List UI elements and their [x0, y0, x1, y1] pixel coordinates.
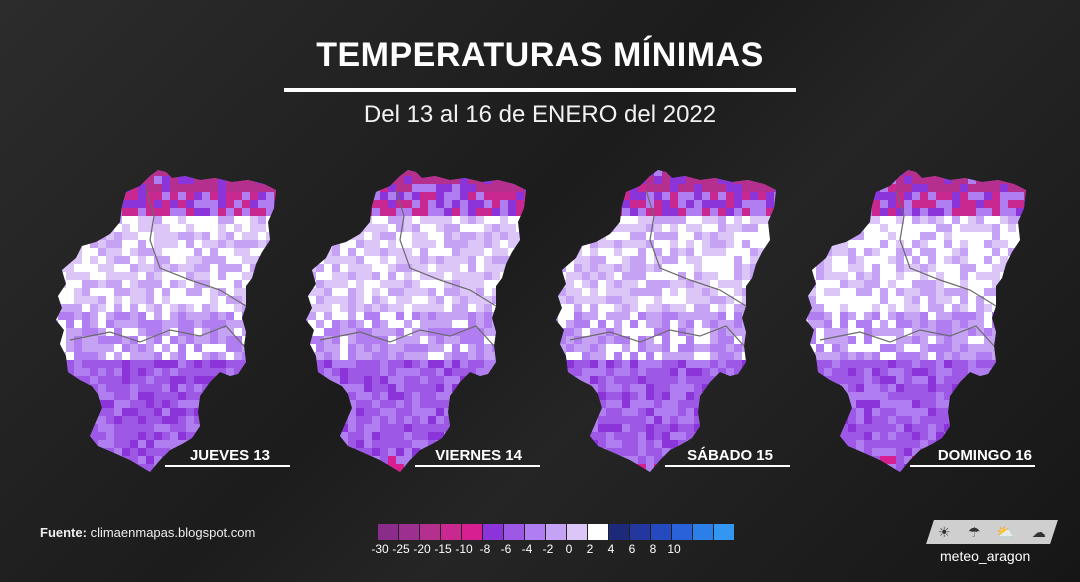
legend-tick: -30 — [371, 542, 389, 556]
legend-tick: -20 — [413, 542, 431, 556]
source-label: Fuente: — [40, 525, 87, 540]
legend-swatch — [441, 524, 461, 540]
legend-swatch — [378, 524, 398, 540]
legend-swatch — [483, 524, 503, 540]
day-label-jueves: JUEVES 13 — [189, 447, 270, 464]
map-domingo — [800, 160, 1040, 480]
day-label-domingo: DOMINGO 16 — [937, 447, 1032, 464]
source-value: climaenmapas.blogspot.com — [90, 525, 256, 540]
legend-tick: -10 — [455, 542, 473, 556]
cloud-sun-icon: ⛅ — [997, 523, 1015, 540]
legend-ticks: -30 -25 -20 -15 -10 -8 -6 -4 -2 0 2 4 6 8 10 — [371, 542, 738, 558]
aragon-map — [56, 170, 276, 472]
legend-swatch — [546, 524, 566, 540]
legend-swatches — [378, 524, 738, 540]
day-underline — [910, 465, 1035, 467]
legend-swatch — [693, 524, 713, 540]
aragon-map — [556, 170, 776, 472]
legend-tick: -4 — [521, 542, 533, 556]
day-underline — [665, 465, 790, 467]
map-jueves — [50, 160, 290, 480]
legend-tick: 2 — [586, 542, 594, 556]
color-legend: -30 -25 -20 -15 -10 -8 -6 -4 -2 0 2 4 6 8 10 — [371, 524, 738, 558]
legend-tick: -15 — [434, 542, 452, 556]
cloud-rain-icon: ☂ — [967, 523, 981, 540]
legend-tick: 4 — [607, 542, 615, 556]
page-title: TEMPERATURAS MÍNIMAS — [316, 36, 764, 74]
legend-swatch — [462, 524, 482, 540]
day-underline — [165, 465, 290, 467]
legend-swatch — [504, 524, 524, 540]
map-sabado — [550, 160, 790, 480]
legend-swatch — [399, 524, 419, 540]
legend-swatch — [651, 524, 671, 540]
legend-tick: 8 — [649, 542, 657, 556]
legend-swatch — [588, 524, 608, 540]
source-credit: Fuente: climaenmapas.blogspot.com — [40, 525, 255, 540]
map-viernes — [300, 160, 540, 480]
brand-name: meteo_aragon — [940, 548, 1031, 564]
title-underline — [284, 88, 796, 92]
legend-swatch — [714, 524, 734, 540]
aragon-map — [306, 170, 526, 472]
legend-swatch — [567, 524, 587, 540]
page-subtitle: Del 13 al 16 de ENERO del 2022 — [363, 101, 717, 128]
weather-icons-strip: ☀ ☂ ⛅ ☁ — [926, 520, 1058, 544]
legend-swatch — [630, 524, 650, 540]
legend-tick: 6 — [628, 542, 636, 556]
legend-swatch — [672, 524, 692, 540]
aragon-map — [806, 170, 1026, 472]
legend-swatch — [609, 524, 629, 540]
legend-tick: -8 — [479, 542, 491, 556]
legend-tick: 0 — [565, 542, 573, 556]
legend-tick: -6 — [500, 542, 512, 556]
day-underline — [415, 465, 540, 467]
storm-icon: ☁ — [1031, 523, 1046, 540]
legend-tick: 10 — [667, 542, 681, 556]
legend-swatch — [420, 524, 440, 540]
day-label-viernes: VIERNES 14 — [435, 447, 522, 464]
legend-swatch — [525, 524, 545, 540]
sun-icon: ☀ — [938, 523, 951, 540]
legend-tick: -25 — [392, 542, 410, 556]
legend-tick: -2 — [542, 542, 554, 556]
day-label-sabado: SÁBADO 15 — [687, 447, 773, 464]
